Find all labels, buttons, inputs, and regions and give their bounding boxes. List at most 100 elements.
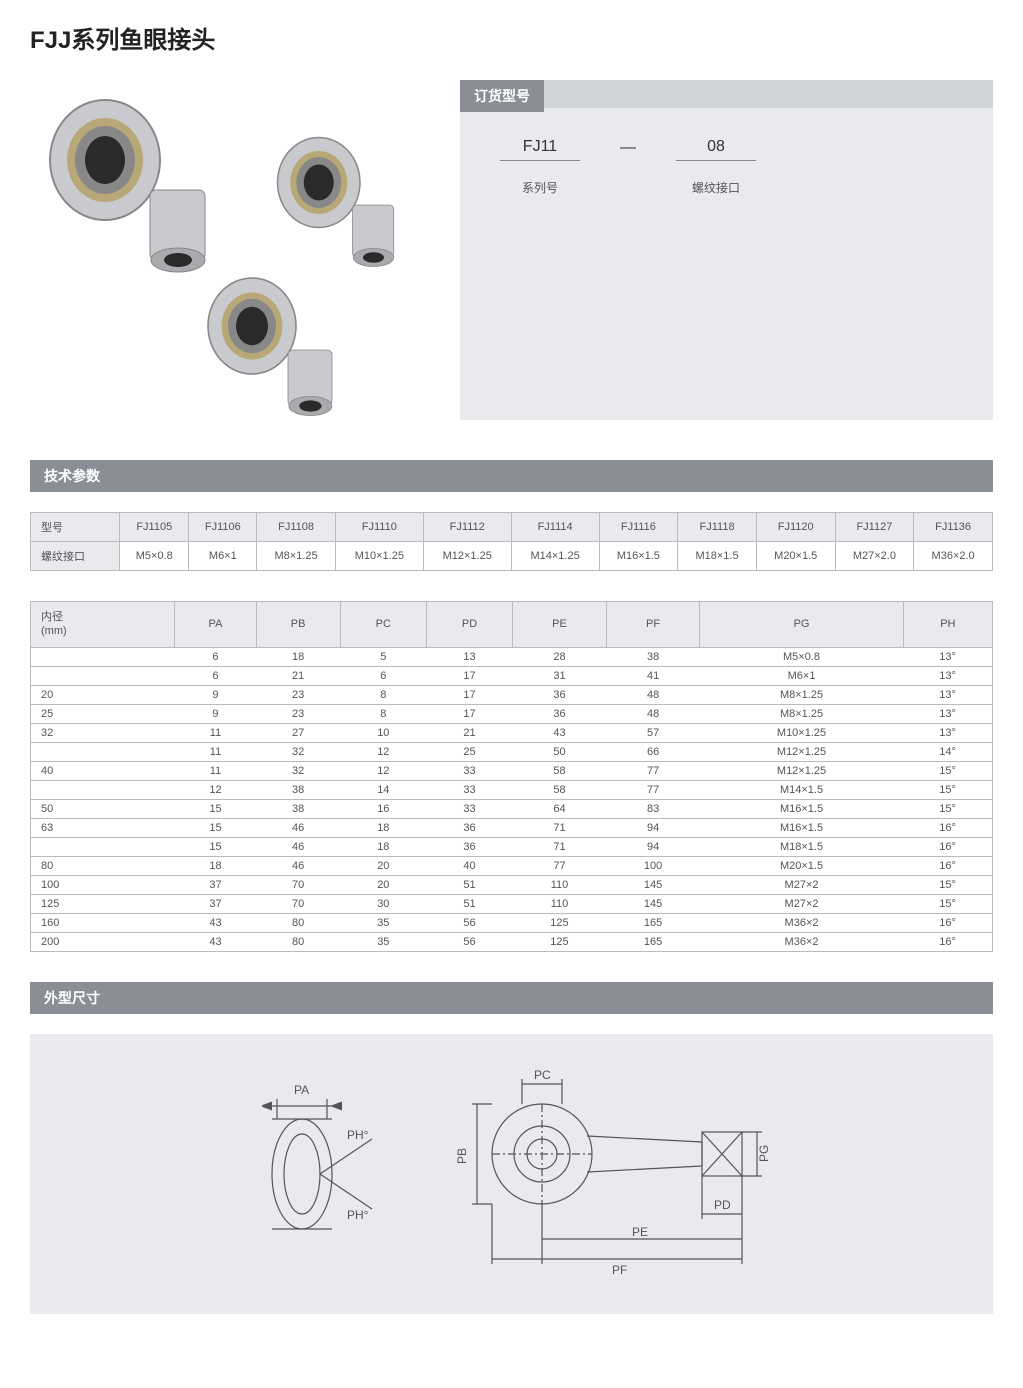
dim-cell: 80 (31, 856, 175, 875)
dim-cell: 6 (175, 666, 256, 685)
dim-cell: M12×1.25 (700, 761, 903, 780)
dim-cell: 70 (256, 875, 340, 894)
dim-cell: M8×1.25 (700, 704, 903, 723)
dim-cell: 13° (903, 666, 992, 685)
dim-cell (31, 742, 175, 761)
table-row: 6185132838M5×0.813° (31, 647, 993, 666)
table-row: 113212255066M12×1.2514° (31, 742, 993, 761)
dim-cell: 94 (606, 818, 700, 837)
dim-cell: 46 (256, 818, 340, 837)
table-row: 10037702051110145M27×215° (31, 875, 993, 894)
dim-cell: M27×2 (700, 894, 903, 913)
thread-cell: M5×0.8 (120, 542, 189, 571)
dim-cell: 13° (903, 685, 992, 704)
dim-cell: 125 (513, 913, 607, 932)
dim-cell: 71 (513, 837, 607, 856)
table-row: 20043803556125165M36×216° (31, 932, 993, 951)
dim-cell: 31 (513, 666, 607, 685)
dim-cell: 80 (256, 932, 340, 951)
dim-cell: 16° (903, 837, 992, 856)
dim-cell (31, 780, 175, 799)
page-title: FJJ系列鱼眼接头 (30, 20, 993, 55)
dim-cell: 18 (340, 818, 426, 837)
dim-col-header: PF (606, 602, 700, 648)
dim-cell: M14×1.5 (700, 780, 903, 799)
thread-cell: M36×2.0 (914, 542, 993, 571)
dim-cell: 36 (426, 837, 512, 856)
dim-cell: 8 (340, 685, 426, 704)
dim-col-header: PB (256, 602, 340, 648)
dim-cell: 11 (175, 742, 256, 761)
dimension-diagram: PA PH° PH° (30, 1034, 993, 1314)
model-table: 型号FJ1105FJ1106FJ1108FJ1110FJ1112FJ1114FJ… (30, 512, 993, 571)
dim-cell: 16° (903, 856, 992, 875)
dim-cell: 94 (606, 837, 700, 856)
dim-cell: 38 (606, 647, 700, 666)
dim-cell: 23 (256, 704, 340, 723)
dim-cell: 25 (426, 742, 512, 761)
dim-cell: 15 (175, 837, 256, 856)
dim-cell: M27×2 (700, 875, 903, 894)
dim-cell: 48 (606, 685, 700, 704)
model-header: FJ1112 (423, 513, 511, 542)
dim-cell: 36 (513, 685, 607, 704)
dim-cell: 21 (256, 666, 340, 685)
dim-cell: 11 (175, 723, 256, 742)
order-header: 订货型号 (460, 80, 544, 112)
dim-cell: 50 (31, 799, 175, 818)
dim-cell: 27 (256, 723, 340, 742)
dim-col-header: PA (175, 602, 256, 648)
dim-cell: 15 (175, 818, 256, 837)
table-row: 50153816336483M16×1.515° (31, 799, 993, 818)
dim-cell: 38 (256, 780, 340, 799)
dim-cell: 11 (175, 761, 256, 780)
thread-cell: M27×2.0 (835, 542, 914, 571)
model-header: FJ1106 (189, 513, 257, 542)
table-row: 63154618367194M16×1.516° (31, 818, 993, 837)
table-row: 6216173141M6×113° (31, 666, 993, 685)
dim-cell: 30 (340, 894, 426, 913)
table-row: 16043803556125165M36×216° (31, 913, 993, 932)
dim-cell: 37 (175, 894, 256, 913)
svg-text:PB: PB (455, 1148, 469, 1164)
dim-cell: 28 (513, 647, 607, 666)
table-row: 12537703051110145M27×215° (31, 894, 993, 913)
dim-cell: 33 (426, 780, 512, 799)
dim-cell: 13° (903, 704, 992, 723)
dim-cell: 6 (340, 666, 426, 685)
svg-text:PE: PE (632, 1225, 648, 1239)
t1-h0: 型号 (31, 513, 120, 542)
model-header: FJ1120 (756, 513, 835, 542)
model-header: FJ1116 (599, 513, 678, 542)
dim-cell: 46 (256, 837, 340, 856)
dim-cell: 37 (175, 875, 256, 894)
thread-cell: M16×1.5 (599, 542, 678, 571)
dim-cell: 23 (256, 685, 340, 704)
dim-cell: 48 (606, 704, 700, 723)
dim-cell: M20×1.5 (700, 856, 903, 875)
dim-cell: M16×1.5 (700, 818, 903, 837)
dim-cell: 100 (31, 875, 175, 894)
model-header: FJ1105 (120, 513, 189, 542)
dim-cell: 35 (340, 913, 426, 932)
dim-cell: 64 (513, 799, 607, 818)
thread-cell: M12×1.25 (423, 542, 511, 571)
table-row: 209238173648M8×1.2513° (31, 685, 993, 704)
dim-cell: 18 (340, 837, 426, 856)
thread-cell: M10×1.25 (335, 542, 423, 571)
dim-cell: 110 (513, 894, 607, 913)
table-row: 154618367194M18×1.516° (31, 837, 993, 856)
dim-cell: 160 (31, 913, 175, 932)
thread-cell: M14×1.25 (511, 542, 599, 571)
dim-cell: 13° (903, 647, 992, 666)
dim-cell: 12 (340, 742, 426, 761)
dim-cell: 36 (513, 704, 607, 723)
outline-dim-header: 外型尺寸 (30, 982, 993, 1014)
table-row: 32112710214357M10×1.2513° (31, 723, 993, 742)
dim-cell: 43 (513, 723, 607, 742)
model-header: FJ1127 (835, 513, 914, 542)
dim-cell: 70 (256, 894, 340, 913)
dim-cell: 15° (903, 780, 992, 799)
dim-cell: 80 (256, 913, 340, 932)
thread-cell: M18×1.5 (678, 542, 757, 571)
